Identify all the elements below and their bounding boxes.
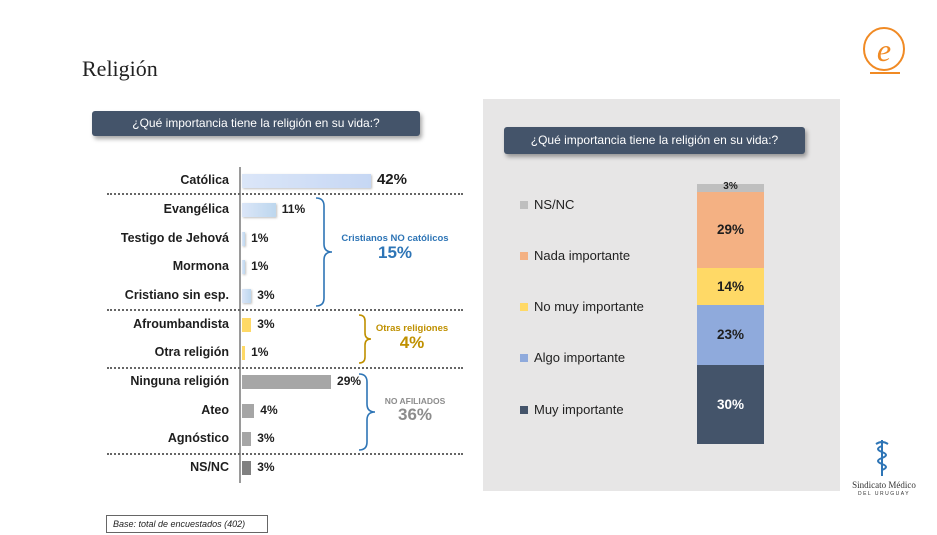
legend-item: NS/NC <box>520 197 574 212</box>
bar-value-label: 3% <box>257 288 275 302</box>
group-cristianos-pct: 15% <box>377 243 413 262</box>
category-label: Ateo <box>201 403 229 417</box>
separator-otras <box>107 367 463 369</box>
segment-value-label: 23% <box>716 327 745 343</box>
bar <box>242 461 252 475</box>
bar-value-label: 42% <box>376 171 407 188</box>
bar-value-label: 11% <box>281 202 306 216</box>
category-label: Católica <box>180 173 229 187</box>
legend-swatch <box>520 302 528 311</box>
category-label: Otra religión <box>154 345 229 359</box>
group-no-afiliados-pct: 36% <box>397 405 433 424</box>
category-label: Afroumbandista <box>133 317 229 331</box>
separator-catolica <box>107 193 463 195</box>
stack-segment: 14% <box>697 268 764 305</box>
sponsor-name: Sindicato Médico <box>852 480 916 490</box>
sindicato-medico-logo-icon <box>870 438 894 478</box>
legend-label: Algo importante <box>534 350 626 365</box>
bar <box>242 404 255 418</box>
segment-value-label: 30% <box>716 397 745 413</box>
left-chart-axis <box>239 167 241 483</box>
bar-value-label: 3% <box>257 317 275 331</box>
category-label: Agnóstico <box>167 431 229 445</box>
right-question-box: ¿Qué importancia tiene la religión en su… <box>504 127 805 154</box>
group-otras-pct: 4% <box>399 333 425 352</box>
stack-segment: 30% <box>697 365 764 444</box>
bar <box>242 260 246 274</box>
bar-value-label: 3% <box>257 431 275 445</box>
segment-value-label: 14% <box>716 278 745 294</box>
bar-value-label: 1% <box>251 259 269 273</box>
stack-segment: 23% <box>697 304 764 366</box>
bar <box>242 174 371 188</box>
legend-swatch <box>520 405 528 414</box>
right-question-text: ¿Qué importancia tiene la religión en su… <box>530 133 779 147</box>
base-note-text: Base: total de encuestados (402) <box>113 519 246 529</box>
base-note: Base: total de encuestados (402) <box>106 515 268 533</box>
bar <box>242 203 276 217</box>
legend-label: No muy importante <box>534 299 644 314</box>
category-label: Cristiano sin esp. <box>124 288 229 302</box>
bar-value-label: 29% <box>337 374 362 388</box>
equipos-logo-icon: e <box>860 27 908 79</box>
legend-label: NS/NC <box>534 197 575 212</box>
bar <box>242 432 252 446</box>
legend-item: Algo importante <box>520 350 625 365</box>
page-title: Religión <box>82 56 158 81</box>
bar-value-label: 1% <box>251 231 269 245</box>
legend-label: Nada importante <box>534 248 631 263</box>
bar <box>242 375 332 389</box>
segment-value-label: 29% <box>716 222 745 238</box>
bar <box>242 346 246 360</box>
category-label: NS/NC <box>190 460 229 474</box>
category-label: Testigo de Jehová <box>120 231 229 245</box>
legend-item: Muy importante <box>520 402 624 417</box>
bracket-otras-icon <box>358 314 372 364</box>
legend-swatch <box>520 251 528 260</box>
bar <box>242 289 252 303</box>
legend-item: Nada importante <box>520 248 630 263</box>
legend-label: Muy importante <box>534 402 624 417</box>
right-chart-panel <box>483 99 840 491</box>
category-label: Ninguna religión <box>130 374 229 388</box>
legend-swatch <box>520 353 528 362</box>
bar <box>242 232 246 246</box>
category-label: Mormona <box>172 259 229 273</box>
left-question-text: ¿Qué importancia tiene la religión en su… <box>132 116 380 130</box>
bracket-cristianos-icon <box>315 197 333 307</box>
stack-segment: 29% <box>697 191 764 269</box>
category-label: Evangélica <box>163 202 229 216</box>
bar-value-label: 1% <box>251 345 269 359</box>
svg-text:e: e <box>877 32 891 68</box>
legend-item: No muy importante <box>520 299 644 314</box>
sponsor-sub: DEL URUGUAY <box>857 491 911 497</box>
bar-value-label: 4% <box>260 403 278 417</box>
legend-swatch <box>520 200 528 209</box>
group-cristianos-label: Cristianos NO católicos <box>341 233 449 244</box>
bracket-no-afiliados-icon <box>358 373 376 451</box>
group-no-afiliados-label: NO AFILIADOS <box>384 396 446 406</box>
group-otras-label: Otras religiones <box>375 323 449 334</box>
bar <box>242 318 252 332</box>
left-question-box: ¿Qué importancia tiene la religión en su… <box>92 111 420 136</box>
separator-cristianos <box>107 309 463 311</box>
segment-value-label: 3% <box>723 181 738 193</box>
bar-value-label: 3% <box>257 460 275 474</box>
stack-segment: 3% <box>697 181 764 193</box>
separator-no-afiliados <box>107 453 463 455</box>
